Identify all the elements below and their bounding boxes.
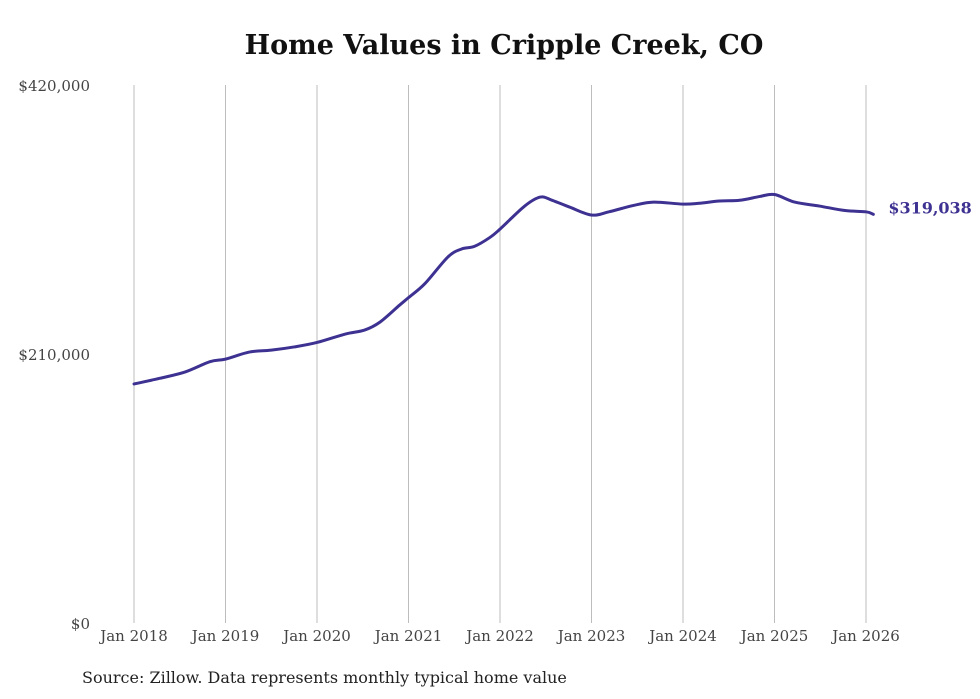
x-tick-label: Jan 2018 [98,627,168,645]
x-tick-label: Jan 2024 [647,627,717,645]
series-line-home-value [132,192,875,386]
end-value-label: $319,038 [888,198,972,217]
y-tick-label: $210,000 [18,346,90,364]
x-tick-label: Jan 2021 [373,627,443,645]
x-tick-label: Jan 2020 [281,627,351,645]
x-tick-label: Jan 2023 [556,627,626,645]
y-tick-label: $420,000 [18,77,90,95]
x-tick-label: Jan 2026 [830,627,900,645]
x-tick-label: Jan 2022 [464,627,534,645]
source-note: Source: Zillow. Data represents monthly … [82,668,567,687]
chart-title: Home Values in Cripple Creek, CO [244,30,764,61]
x-tick-label: Jan 2019 [190,627,260,645]
x-tick-label: Jan 2025 [739,627,809,645]
y-tick-label: $0 [71,615,90,633]
